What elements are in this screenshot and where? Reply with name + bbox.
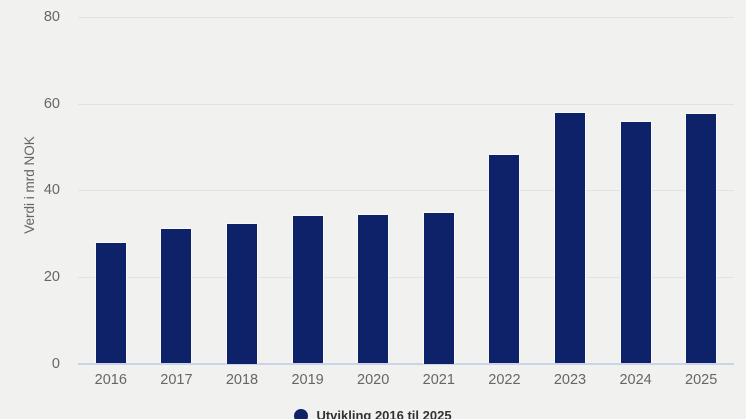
- y-tick-label: 20: [43, 268, 60, 285]
- bar-2018[interactable]: [226, 222, 258, 364]
- y-tick-label: 60: [43, 95, 60, 112]
- x-tick-label: 2025: [685, 372, 718, 388]
- bar-2025[interactable]: [685, 113, 718, 364]
- legend: Utvikling 2016 til 2025: [0, 408, 746, 419]
- gridline: [78, 190, 734, 192]
- legend-series-marker-icon[interactable]: [294, 408, 309, 419]
- bar-2023[interactable]: [554, 112, 586, 364]
- bar-2019[interactable]: [291, 214, 324, 364]
- x-tick-label: 2017: [160, 372, 193, 388]
- gridline: [78, 103, 734, 105]
- y-tick-label: 80: [43, 9, 60, 25]
- bar-2021[interactable]: [422, 211, 455, 364]
- x-tick-label: 2020: [357, 372, 390, 388]
- y-tick-label: 0: [51, 355, 60, 372]
- gridline: [78, 276, 734, 278]
- x-tick-label: 2018: [225, 372, 259, 388]
- x-axis-baseline: [78, 363, 734, 365]
- y-tick-label: 40: [43, 182, 60, 199]
- gridline: [78, 17, 734, 18]
- x-tick-label: 2024: [619, 372, 652, 388]
- x-tick-label: 2016: [94, 372, 127, 388]
- bar-2017[interactable]: [160, 228, 193, 364]
- x-tick-label: 2021: [422, 372, 455, 388]
- bar-2016[interactable]: [94, 242, 127, 364]
- bar-2020[interactable]: [357, 213, 390, 364]
- x-tick-label: 2019: [291, 372, 324, 388]
- x-tick-label: 2023: [553, 372, 587, 388]
- x-tick-label: 2022: [488, 372, 521, 388]
- bar-2024[interactable]: [619, 120, 652, 364]
- bar-2022[interactable]: [488, 154, 521, 364]
- legend-series-label[interactable]: Utvikling 2016 til 2025: [316, 408, 452, 419]
